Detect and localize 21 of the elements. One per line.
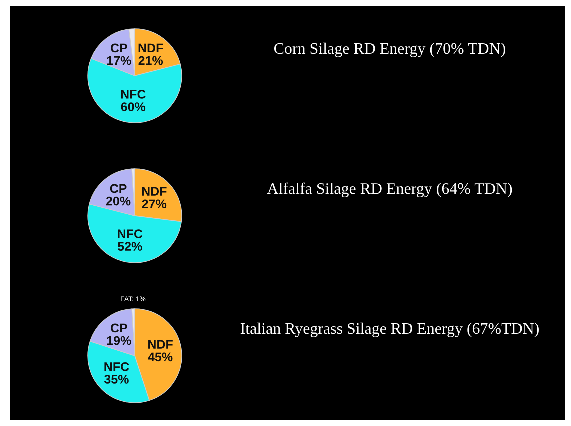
data-label: 45% <box>148 352 173 362</box>
text: Corn Silage RD Energy (70% TDN) <box>274 42 506 58</box>
text: Alfalfa Silage RD Energy (64% TDN) <box>267 182 512 198</box>
slice-label: NFC <box>118 230 143 238</box>
data-label: 27% <box>142 200 167 209</box>
data-label: 35% <box>104 375 129 384</box>
data-label: 60% <box>121 102 146 112</box>
data-label: 20% <box>106 196 131 206</box>
slice-label: CP <box>110 44 128 53</box>
slice-label: NFC <box>104 362 130 372</box>
slice-label: NDF <box>142 187 167 196</box>
data-label: 21% <box>138 56 164 66</box>
data-label: 52% <box>118 242 142 252</box>
slice-label: CP <box>110 184 127 194</box>
text: Italian Ryegrass Silage RD Energy (67%TDN) <box>240 322 539 338</box>
data-label: 17% <box>107 56 132 66</box>
slice-label: CP <box>110 324 128 333</box>
slice-label: NDF <box>148 340 173 349</box>
slice-label: NDF <box>138 44 164 53</box>
slice-label: NFC <box>121 90 146 99</box>
data-label: 19% <box>107 336 132 346</box>
